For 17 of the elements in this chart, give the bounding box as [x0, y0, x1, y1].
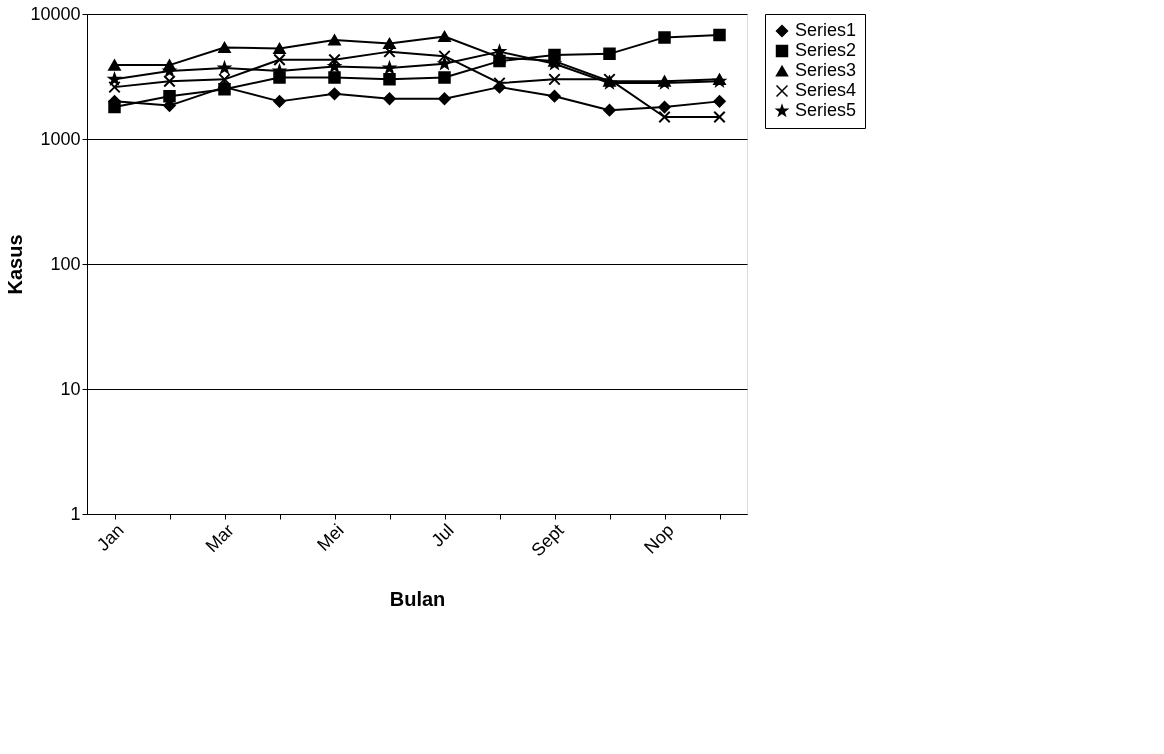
legend-label: Series3 — [795, 60, 857, 80]
y-tick-label: 100 — [50, 253, 81, 274]
legend-label: Series5 — [795, 100, 857, 120]
x-tick-label: Mei — [313, 520, 348, 555]
x-tick-label: Jul — [427, 520, 458, 551]
y-tick-label: 10000 — [30, 3, 81, 24]
y-tick-label: 10 — [60, 378, 81, 399]
legend-label: Series2 — [795, 40, 857, 60]
y-axis-title: Kasus — [4, 234, 27, 295]
legend-label: Series4 — [795, 80, 857, 100]
legend-label: Series1 — [795, 20, 857, 40]
x-tick-label: Nop — [640, 520, 678, 558]
y-tick-label: 1000 — [40, 128, 81, 149]
x-tick-label: Mar — [201, 520, 238, 557]
x-tick-label: Jan — [93, 520, 128, 555]
x-axis-title: Bulan — [389, 588, 446, 611]
y-tick-label: 1 — [70, 503, 81, 524]
